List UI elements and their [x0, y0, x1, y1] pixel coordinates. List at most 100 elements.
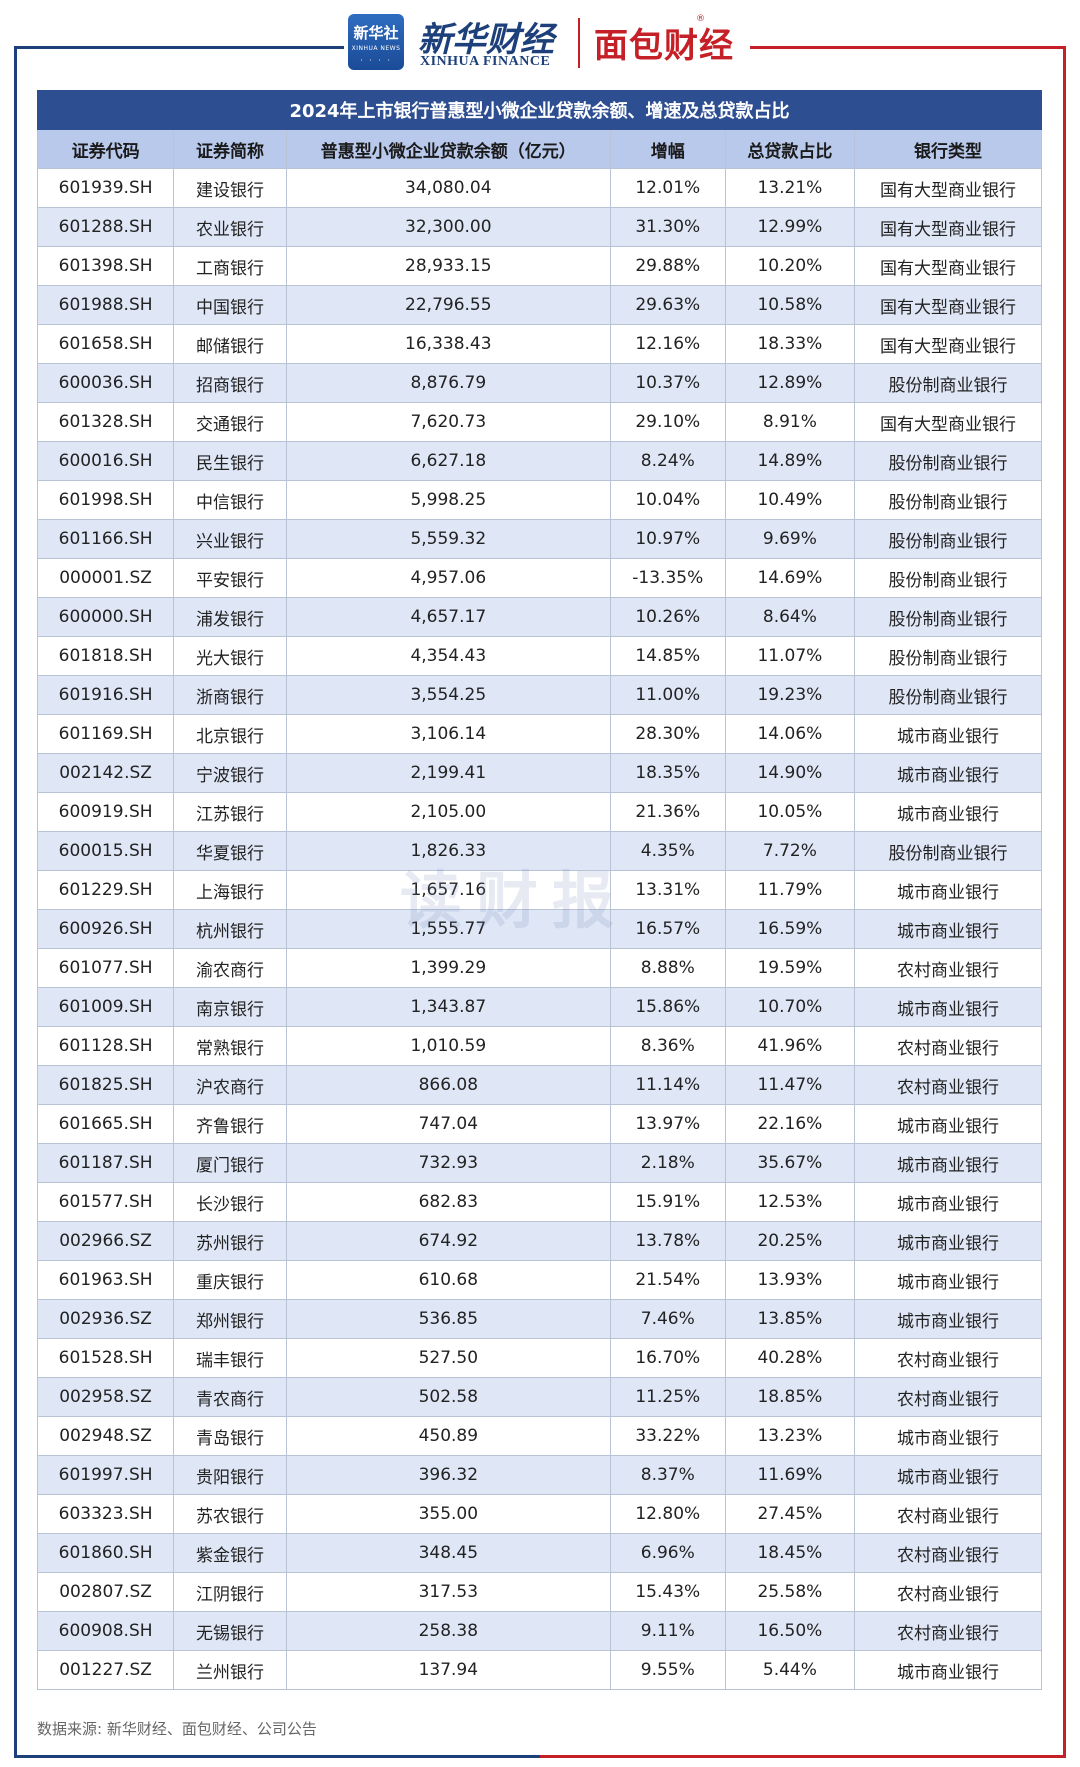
table-row: 600919.SH 江苏银行 2,105.00 21.36% 10.05% 城市商业银行	[36, 792, 1042, 832]
stock-code-cell: 600926.SH	[36, 909, 175, 949]
growth-cell: -13.35%	[609, 558, 726, 598]
stock-code-cell: 601398.SH	[36, 246, 175, 286]
loan-share-cell: 12.99%	[724, 207, 856, 247]
header-rule-right	[750, 46, 1066, 49]
table-row: 601528.SH 瑞丰银行 527.50 16.70% 40.28% 农村商业银行	[36, 1338, 1042, 1378]
bank-type-cell: 国有大型商业银行	[854, 168, 1042, 208]
stock-code-cell: 601229.SH	[36, 870, 175, 910]
loan-share-cell: 41.96%	[724, 1026, 856, 1066]
stock-name-cell: 交通银行	[173, 402, 287, 442]
table-row: 603323.SH 苏农银行 355.00 12.80% 27.45% 农村商业银行	[36, 1494, 1042, 1534]
loan-balance-cell: 22,796.55	[285, 285, 611, 325]
table-row: 601187.SH 厦门银行 732.93 2.18% 35.67% 城市商业银行	[36, 1143, 1042, 1183]
loan-balance-cell: 1,010.59	[285, 1026, 611, 1066]
bank-type-cell: 城市商业银行	[854, 909, 1042, 949]
loan-share-cell: 10.20%	[724, 246, 856, 286]
bank-type-cell: 城市商业银行	[854, 1650, 1042, 1690]
table-row: 002142.SZ 宁波银行 2,199.41 18.35% 14.90% 城市商业银行	[36, 753, 1042, 793]
stock-code-cell: 601997.SH	[36, 1455, 175, 1495]
table-row: 601916.SH 浙商银行 3,554.25 11.00% 19.23% 股份制商业银行	[36, 675, 1042, 715]
xinhua-logo-subtext: XINHUA NEWS	[351, 45, 401, 52]
frame-bottom-border-left	[14, 1755, 540, 1758]
loan-share-cell: 5.44%	[724, 1650, 856, 1690]
stock-code-cell: 002936.SZ	[36, 1299, 175, 1339]
frame-bottom-border-right	[540, 1755, 1066, 1758]
loan-balance-cell: 747.04	[285, 1104, 611, 1144]
stock-name-cell: 邮储银行	[173, 324, 287, 364]
stock-name-cell: 北京银行	[173, 714, 287, 754]
xinhua-news-logo: 新华社 XINHUA NEWS · · · ·	[348, 14, 404, 70]
loan-balance-cell: 536.85	[285, 1299, 611, 1339]
bank-type-cell: 股份制商业银行	[854, 441, 1042, 481]
loan-balance-cell: 28,933.15	[285, 246, 611, 286]
stock-code-cell: 601916.SH	[36, 675, 175, 715]
table-row: 601398.SH 工商银行 28,933.15 29.88% 10.20% 国有大型商业…	[36, 246, 1042, 286]
table-row: 601166.SH 兴业银行 5,559.32 10.97% 9.69% 股份制商业银行	[36, 519, 1042, 559]
loan-balance-cell: 450.89	[285, 1416, 611, 1456]
loan-balance-cell: 348.45	[285, 1533, 611, 1573]
loan-share-cell: 22.16%	[724, 1104, 856, 1144]
growth-cell: 15.91%	[609, 1182, 726, 1222]
bank-type-cell: 农村商业银行	[854, 1533, 1042, 1573]
table-row: 002958.SZ 青农商行 502.58 11.25% 18.85% 农村商业银行	[36, 1377, 1042, 1417]
growth-cell: 12.01%	[609, 168, 726, 208]
stock-code-cell: 002958.SZ	[36, 1377, 175, 1417]
column-header: 证券简称	[173, 129, 287, 169]
growth-cell: 10.37%	[609, 363, 726, 403]
stock-code-cell: 601939.SH	[36, 168, 175, 208]
loan-balance-cell: 8,876.79	[285, 363, 611, 403]
loan-balance-cell: 2,199.41	[285, 753, 611, 793]
loan-share-cell: 12.89%	[724, 363, 856, 403]
stock-code-cell: 601988.SH	[36, 285, 175, 325]
bank-type-cell: 农村商业银行	[854, 948, 1042, 988]
stock-code-cell: 601963.SH	[36, 1260, 175, 1300]
growth-cell: 10.04%	[609, 480, 726, 520]
table-row: 601963.SH 重庆银行 610.68 21.54% 13.93% 城市商业银行	[36, 1260, 1042, 1300]
table-row: 600926.SH 杭州银行 1,555.77 16.57% 16.59% 城市商业银行	[36, 909, 1042, 949]
loan-balance-cell: 34,080.04	[285, 168, 611, 208]
loan-share-cell: 11.69%	[724, 1455, 856, 1495]
stock-name-cell: 杭州银行	[173, 909, 287, 949]
loan-share-cell: 27.45%	[724, 1494, 856, 1534]
stock-name-cell: 江阴银行	[173, 1572, 287, 1612]
loan-balance-cell: 1,343.87	[285, 987, 611, 1027]
bank-type-cell: 股份制商业银行	[854, 480, 1042, 520]
bank-type-cell: 股份制商业银行	[854, 675, 1042, 715]
table-row: 002936.SZ 郑州银行 536.85 7.46% 13.85% 城市商业银行	[36, 1299, 1042, 1339]
loan-balance-cell: 4,354.43	[285, 636, 611, 676]
loan-share-cell: 35.67%	[724, 1143, 856, 1183]
growth-cell: 11.14%	[609, 1065, 726, 1105]
bank-type-cell: 城市商业银行	[854, 714, 1042, 754]
bank-type-cell: 国有大型商业银行	[854, 285, 1042, 325]
header-rule-left	[14, 46, 344, 49]
stock-name-cell: 农业银行	[173, 207, 287, 247]
growth-cell: 2.18%	[609, 1143, 726, 1183]
stock-name-cell: 沪农商行	[173, 1065, 287, 1105]
loan-balance-cell: 258.38	[285, 1611, 611, 1651]
growth-cell: 31.30%	[609, 207, 726, 247]
bank-type-cell: 城市商业银行	[854, 870, 1042, 910]
table-row: 600036.SH 招商银行 8,876.79 10.37% 12.89% 股份制商业银行	[36, 363, 1042, 403]
bank-type-cell: 国有大型商业银行	[854, 207, 1042, 247]
stock-name-cell: 宁波银行	[173, 753, 287, 793]
column-header: 增幅	[609, 129, 726, 169]
growth-cell: 9.11%	[609, 1611, 726, 1651]
loan-balance-cell: 866.08	[285, 1065, 611, 1105]
stock-name-cell: 招商银行	[173, 363, 287, 403]
column-header: 证券代码	[36, 129, 175, 169]
stock-code-cell: 600000.SH	[36, 597, 175, 637]
stock-name-cell: 青农商行	[173, 1377, 287, 1417]
loan-share-cell: 8.64%	[724, 597, 856, 637]
table-row: 601988.SH 中国银行 22,796.55 29.63% 10.58% 国有大型商业…	[36, 285, 1042, 325]
bank-type-cell: 股份制商业银行	[854, 831, 1042, 871]
stock-name-cell: 郑州银行	[173, 1299, 287, 1339]
loan-share-cell: 9.69%	[724, 519, 856, 559]
stock-code-cell: 601328.SH	[36, 402, 175, 442]
loan-share-cell: 18.33%	[724, 324, 856, 364]
loan-balance-cell: 5,998.25	[285, 480, 611, 520]
growth-cell: 11.25%	[609, 1377, 726, 1417]
column-header: 银行类型	[854, 129, 1042, 169]
stock-code-cell: 601169.SH	[36, 714, 175, 754]
growth-cell: 13.31%	[609, 870, 726, 910]
loan-share-cell: 13.93%	[724, 1260, 856, 1300]
